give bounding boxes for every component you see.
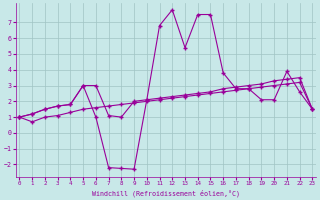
X-axis label: Windchill (Refroidissement éolien,°C): Windchill (Refroidissement éolien,°C) bbox=[92, 189, 240, 197]
